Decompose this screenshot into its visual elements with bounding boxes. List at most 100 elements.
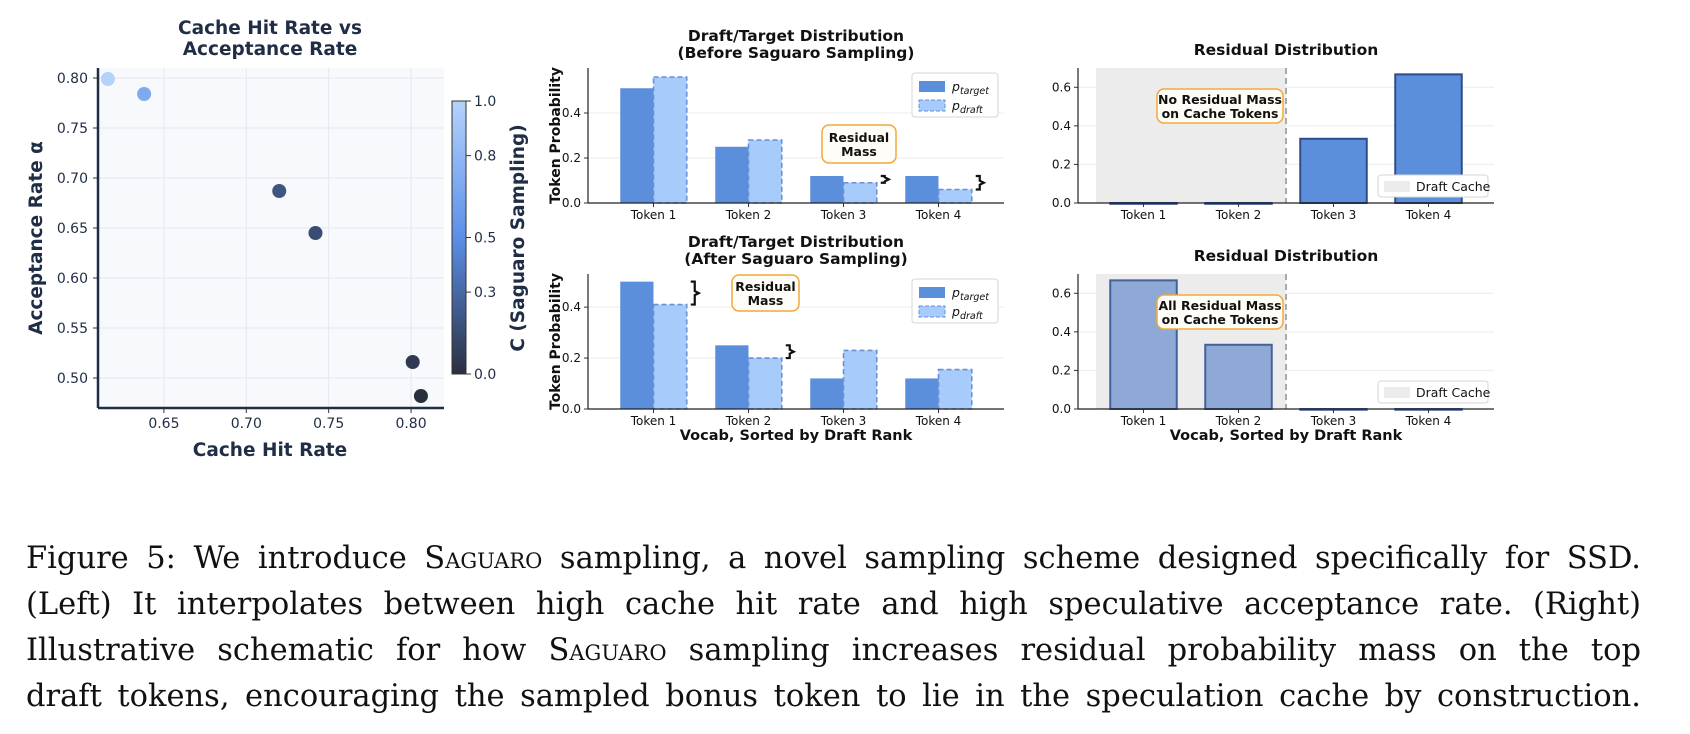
draft-before-title: Draft/Target Distribution (688, 27, 904, 45)
draft-after-bar-target (810, 378, 844, 409)
scatter-ytick-label: 0.80 (57, 71, 88, 87)
draft-before-xtick-label: Token 4 (915, 208, 962, 222)
caption-line-4: draft tokens, encouraging the sampled bo… (26, 679, 1641, 714)
residual-after-x-label: Vocab, Sorted by Draft Rank (1170, 428, 1403, 444)
scatter-ytick-label: 0.70 (57, 171, 88, 187)
draft-before-bar-draft (652, 76, 688, 204)
figure-caption: Figure 5: We introduce Saguaro sampling,… (26, 536, 1641, 720)
scatter-title: Acceptance Rate (183, 39, 358, 60)
scatter-ytick-label: 0.50 (57, 371, 88, 387)
residual-before-ytick-label: 0.4 (1052, 119, 1071, 133)
scatter-point (308, 226, 323, 240)
residual-after-annotation-box (1156, 294, 1284, 330)
residual-before-legend-swatch (1384, 181, 1410, 192)
scatter-ytick-label: 0.75 (57, 121, 88, 137)
draft-before-bar-target (905, 176, 939, 203)
scatter-y-label: Acceptance Rate α (26, 141, 47, 335)
colorbar-tick-label: 0.5 (474, 231, 496, 247)
draft-after-legend-target-label: ptarget (951, 285, 990, 303)
scatter-point (405, 355, 420, 369)
draft-before-annotation-text: Residual (829, 130, 889, 145)
draft-after-bar-target (715, 345, 749, 409)
draft-before-annotation-text: Mass (841, 144, 877, 159)
draft-after-legend-sub: draft (960, 311, 984, 322)
residual-before-annotation-text: No Residual Mass (1158, 92, 1282, 107)
draft-before-residual-brace (975, 174, 987, 191)
scatter-point (137, 87, 152, 101)
draft-after-bar-draft (747, 357, 783, 410)
residual-before-xtick-label: Token 2 (1215, 208, 1262, 222)
residual-before-xtick-label: Token 3 (1310, 208, 1357, 222)
draft-after-xtick-label: Token 4 (915, 414, 962, 428)
draft-after-title: Draft/Target Distribution (688, 233, 904, 251)
draft-before-annotation-box (821, 124, 897, 164)
draft-after-bar-target (905, 378, 939, 409)
residual-before-legend-label: Draft Cache (1416, 179, 1491, 194)
draft-after-residual-brace (785, 344, 797, 360)
residual-after-ytick-label: 0.2 (1052, 363, 1071, 377)
residual-after-title: Residual Distribution (1194, 247, 1379, 265)
scatter-point (100, 72, 115, 86)
draft-before-legend-sub: draft (960, 105, 984, 116)
residual-after-ytick-label: 0.4 (1052, 325, 1071, 339)
draft-before-bar-target (810, 176, 844, 203)
draft-after-ytick-label: 0.0 (562, 402, 581, 416)
caption-line-3: Illustrative schematic for how Saguaro s… (26, 633, 1641, 668)
residual-after-legend-label: Draft Cache (1416, 385, 1491, 400)
scatter-point (413, 389, 428, 403)
residual-before-title: Residual Distribution (1194, 41, 1379, 59)
draft-after-annotation-text: Residual (735, 279, 795, 294)
draft-before-legend-swatch-draft (918, 99, 946, 112)
draft-after-residual-brace (690, 280, 702, 306)
draft-before-legend-draft-label: pdraft (951, 98, 984, 116)
draft-after-bar-draft (937, 368, 973, 410)
draft-before-legend-target-label: ptarget (951, 79, 990, 97)
draft-after-ytick-label: 0.4 (562, 300, 581, 314)
colorbar-tick-label: 0.8 (474, 149, 496, 165)
colorbar-tick-label: 1.0 (474, 94, 496, 110)
colorbar-label: C (Saguaro Sampling) (508, 124, 529, 351)
residual-after-ytick-label: 0.6 (1052, 286, 1071, 300)
draft-after-y-label: Token Probability (548, 273, 564, 410)
residual-before-bar (1299, 137, 1368, 204)
scatter-ytick-label: 0.55 (57, 321, 88, 337)
residual-before-annotation-box (1156, 88, 1284, 124)
draft-before-bar-draft (747, 139, 783, 204)
draft-before-ytick-label: 0.2 (562, 151, 581, 165)
residual-after-annotation-text: on Cache Tokens (1162, 312, 1279, 327)
draft-before-legend-p: p (951, 98, 960, 113)
scatter-point (272, 184, 287, 198)
draft-after-annotation-text: Mass (748, 293, 784, 308)
residual-before-xtick-label: Token 1 (1120, 208, 1167, 222)
residual-after-xtick-label: Token 2 (1215, 414, 1262, 428)
draft-after-ytick-label: 0.2 (562, 351, 581, 365)
scatter-xtick-label: 0.65 (148, 416, 179, 432)
draft-after-legend-swatch-draft (918, 305, 946, 318)
colorbar (451, 100, 467, 375)
draft-after-xtick-label: Token 3 (820, 414, 867, 428)
draft-before-legend-sub: target (960, 86, 990, 97)
draft-before-y-label: Token Probability (548, 67, 564, 204)
scatter-xtick-label: 0.70 (231, 416, 262, 432)
residual-after-ytick-label: 0.0 (1052, 402, 1071, 416)
colorbar-tick-label: 0.3 (474, 285, 496, 301)
scatter-ytick-label: 0.60 (57, 271, 88, 287)
draft-after-x-label: Vocab, Sorted by Draft Rank (680, 428, 913, 444)
draft-before-bar-draft (842, 181, 878, 204)
scatter-x-label: Cache Hit Rate (193, 440, 347, 461)
draft-before-title: (Before Saguaro Sampling) (678, 44, 915, 62)
colorbar-tick-label: 0.0 (474, 367, 496, 383)
residual-after-xtick-label: Token 4 (1405, 414, 1452, 428)
residual-before-ytick-label: 0.6 (1052, 80, 1071, 94)
draft-after-xtick-label: Token 1 (630, 414, 677, 428)
draft-after-bar-draft (842, 349, 878, 410)
draft-before-bar-draft (937, 188, 973, 204)
draft-before-xtick-label: Token 1 (630, 208, 677, 222)
caption-line-2: (Left) It interpolates between high cach… (26, 587, 1641, 622)
draft-after-bar-target (620, 281, 654, 409)
draft-after-title: (After Saguaro Sampling) (684, 250, 907, 268)
draft-before-ytick-label: 0.0 (562, 196, 581, 210)
draft-before-ytick-label: 0.4 (562, 106, 581, 120)
scatter-xtick-label: 0.75 (313, 416, 344, 432)
draft-after-legend-sub: target (960, 292, 990, 303)
